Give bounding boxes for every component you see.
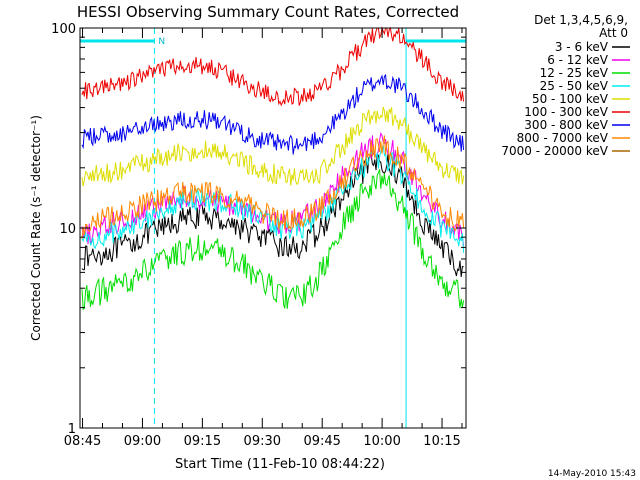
series-line-1 <box>81 131 465 246</box>
legend-label-1: 6 - 12 keV <box>547 53 609 67</box>
y-tick-label: 1 <box>68 422 76 437</box>
legend-label-6: 300 - 800 keV <box>524 118 608 132</box>
axis-layer: 1 10 100 08:45 09:00 09:15 09:30 09:45 10:00 10:1… <box>51 22 466 449</box>
legend-label-4: 50 - 100 keV <box>532 92 609 106</box>
legend-label-3: 25 - 50 keV <box>540 79 609 93</box>
x-tick-label: 10:00 <box>363 434 400 449</box>
y-tick-label: 100 <box>51 22 76 37</box>
chart-title: HESSI Observing Summary Count Rates, Cor… <box>77 3 459 21</box>
series-line-4 <box>81 106 465 187</box>
x-axis-label: Start Time (11-Feb-10 08:44:22) <box>175 457 385 472</box>
legend-label-0: 3 - 6 keV <box>555 40 609 54</box>
series-line-0 <box>81 152 464 277</box>
series-line-5 <box>81 26 465 107</box>
legend-label-7: 800 - 7000 keV <box>517 131 609 145</box>
legend-header-line1: Det 1,3,4,5,6,9, <box>534 13 628 27</box>
legend-label-8: 7000 - 20000 keV <box>501 144 608 158</box>
series-line-2 <box>81 169 465 311</box>
y-tick-label: 10 <box>59 222 76 237</box>
series-line-7 <box>81 135 465 239</box>
series-line-3 <box>81 144 465 253</box>
x-tick-label: 09:30 <box>244 434 281 449</box>
y-axis-label: Corrected Count Rate (s⁻¹ detector⁻¹) <box>29 115 43 341</box>
night-flag-label: N <box>158 37 165 47</box>
series-layer <box>81 26 465 311</box>
timestamp-footer: 14-May-2010 15:43 <box>548 469 636 479</box>
series-line-6 <box>81 73 465 155</box>
x-tick-label: 09:15 <box>184 434 221 449</box>
x-tick-label: 08:45 <box>64 434 101 449</box>
legend-header-line2: Att 0 <box>599 26 628 40</box>
x-tick-label: 09:45 <box>303 434 340 449</box>
legend-label-2: 12 - 25 keV <box>540 66 609 80</box>
legend-label-5: 100 - 300 keV <box>524 105 608 119</box>
x-tick-label: 09:00 <box>124 434 161 449</box>
x-tick-label: 10:15 <box>423 434 460 449</box>
